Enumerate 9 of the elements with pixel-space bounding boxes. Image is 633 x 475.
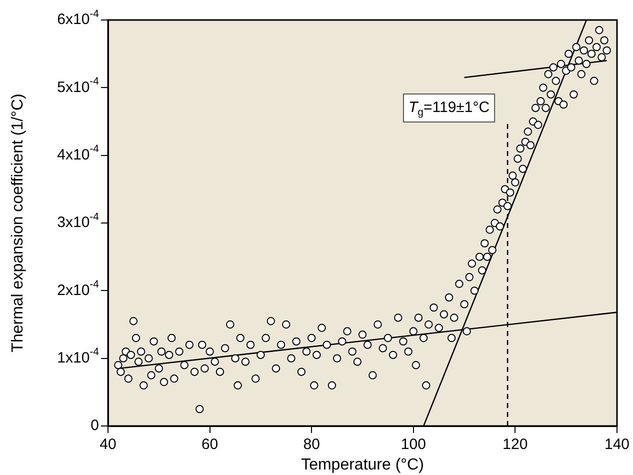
y-axis-title: Thermal expansion coefficient (1/°C) bbox=[9, 94, 26, 352]
x-tick-label: 40 bbox=[100, 436, 116, 454]
x-tick-label: 60 bbox=[201, 436, 218, 454]
x-axis-title: Temperature (°C) bbox=[301, 456, 424, 474]
x-tick-label: 140 bbox=[604, 436, 630, 454]
x-tick-label: 80 bbox=[303, 436, 320, 454]
x-tick-label: 120 bbox=[502, 436, 528, 454]
x-tick-label: 100 bbox=[400, 436, 426, 454]
y-tick-label: 0 bbox=[90, 417, 99, 434]
